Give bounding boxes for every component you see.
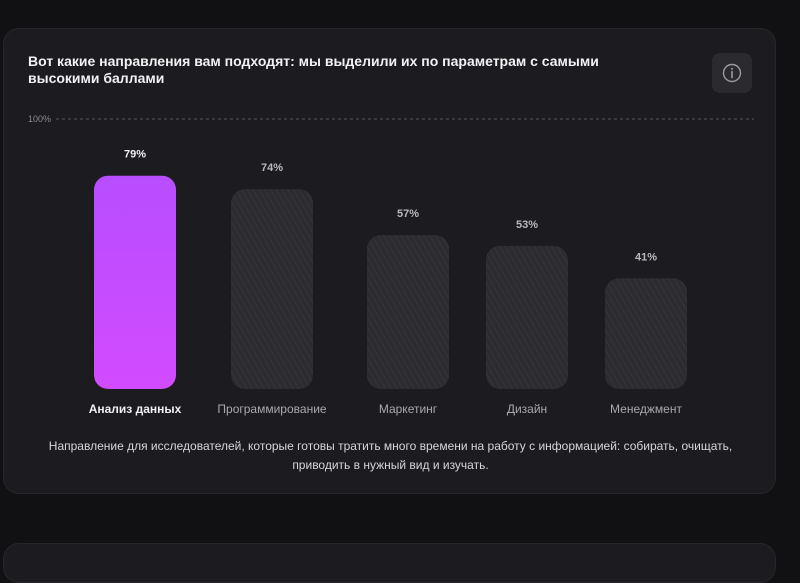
- results-card: Вот какие направления вам подходят: мы в…: [3, 28, 776, 494]
- info-circle-icon: [722, 63, 742, 83]
- card-title: Вот какие направления вам подходят: мы в…: [28, 53, 599, 86]
- category-label: Менеджмент: [610, 402, 682, 416]
- bar-value-label: 79%: [124, 149, 146, 161]
- category-label: Программирование: [217, 402, 326, 416]
- direction-description: Направление для исследователей, которые …: [48, 439, 733, 472]
- bar-4: [486, 245, 568, 389]
- bar-value-label: 53%: [516, 219, 538, 231]
- category-label: Анализ данных: [89, 402, 182, 416]
- bar-5: [605, 278, 687, 389]
- next-card: [3, 543, 776, 583]
- bar-3: [367, 235, 449, 389]
- bar-chart: 100% 79% Анализ данных 74% Программирование 5…: [28, 114, 754, 416]
- bar-value-label: 57%: [397, 208, 419, 220]
- info-button[interactable]: [712, 53, 752, 93]
- bar-1: [94, 175, 176, 389]
- bar-2: [231, 189, 313, 389]
- reference-line-label: 100%: [28, 114, 51, 124]
- category-label: Маркетинг: [379, 402, 438, 416]
- bar-value-label: 41%: [635, 251, 657, 263]
- category-label: Дизайн: [507, 402, 547, 416]
- bar-value-label: 74%: [261, 162, 283, 174]
